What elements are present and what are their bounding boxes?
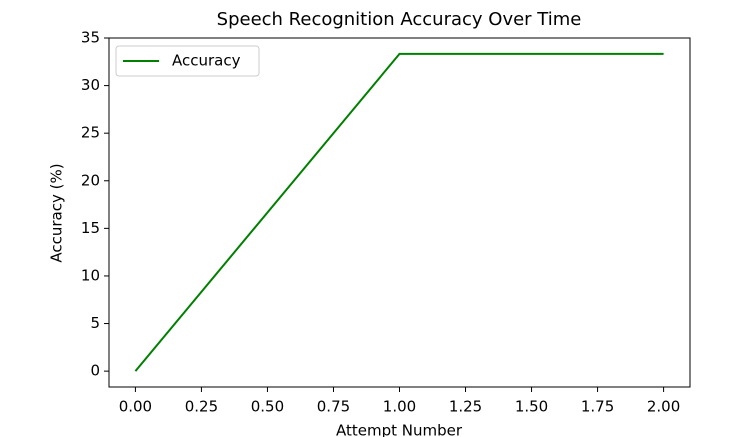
x-tick-label: 0.50 [251, 398, 284, 416]
x-tick-label: 1.00 [383, 398, 416, 416]
y-tick-label: 5 [90, 314, 100, 332]
y-tick-label: 0 [90, 362, 100, 380]
x-tick-label: 0.00 [119, 398, 152, 416]
chart-title: Speech Recognition Accuracy Over Time [217, 9, 582, 30]
x-tick-label: 0.25 [185, 398, 218, 416]
x-tick-label: 2.00 [647, 398, 680, 416]
y-axis-label: Accuracy (%) [48, 163, 66, 262]
y-tick-label: 15 [81, 219, 100, 237]
legend: Accuracy [115, 45, 260, 77]
x-tick-label: 1.75 [581, 398, 614, 416]
y-tick-label: 35 [81, 29, 100, 47]
data-line [134, 52, 664, 372]
y-tick-label: 20 [81, 171, 100, 189]
x-tick-label: 1.25 [449, 398, 482, 416]
x-tick-label: 1.50 [515, 398, 548, 416]
legend-box [115, 45, 260, 77]
y-tick-label: 30 [81, 76, 100, 94]
y-tick-label: 25 [81, 124, 100, 142]
y-tick-label: 10 [81, 266, 100, 284]
x-axis-label: Attempt Number [336, 422, 463, 437]
legend-label: Accuracy [172, 52, 241, 70]
plot-frame [108, 37, 691, 388]
x-tick-label: 0.75 [317, 398, 350, 416]
